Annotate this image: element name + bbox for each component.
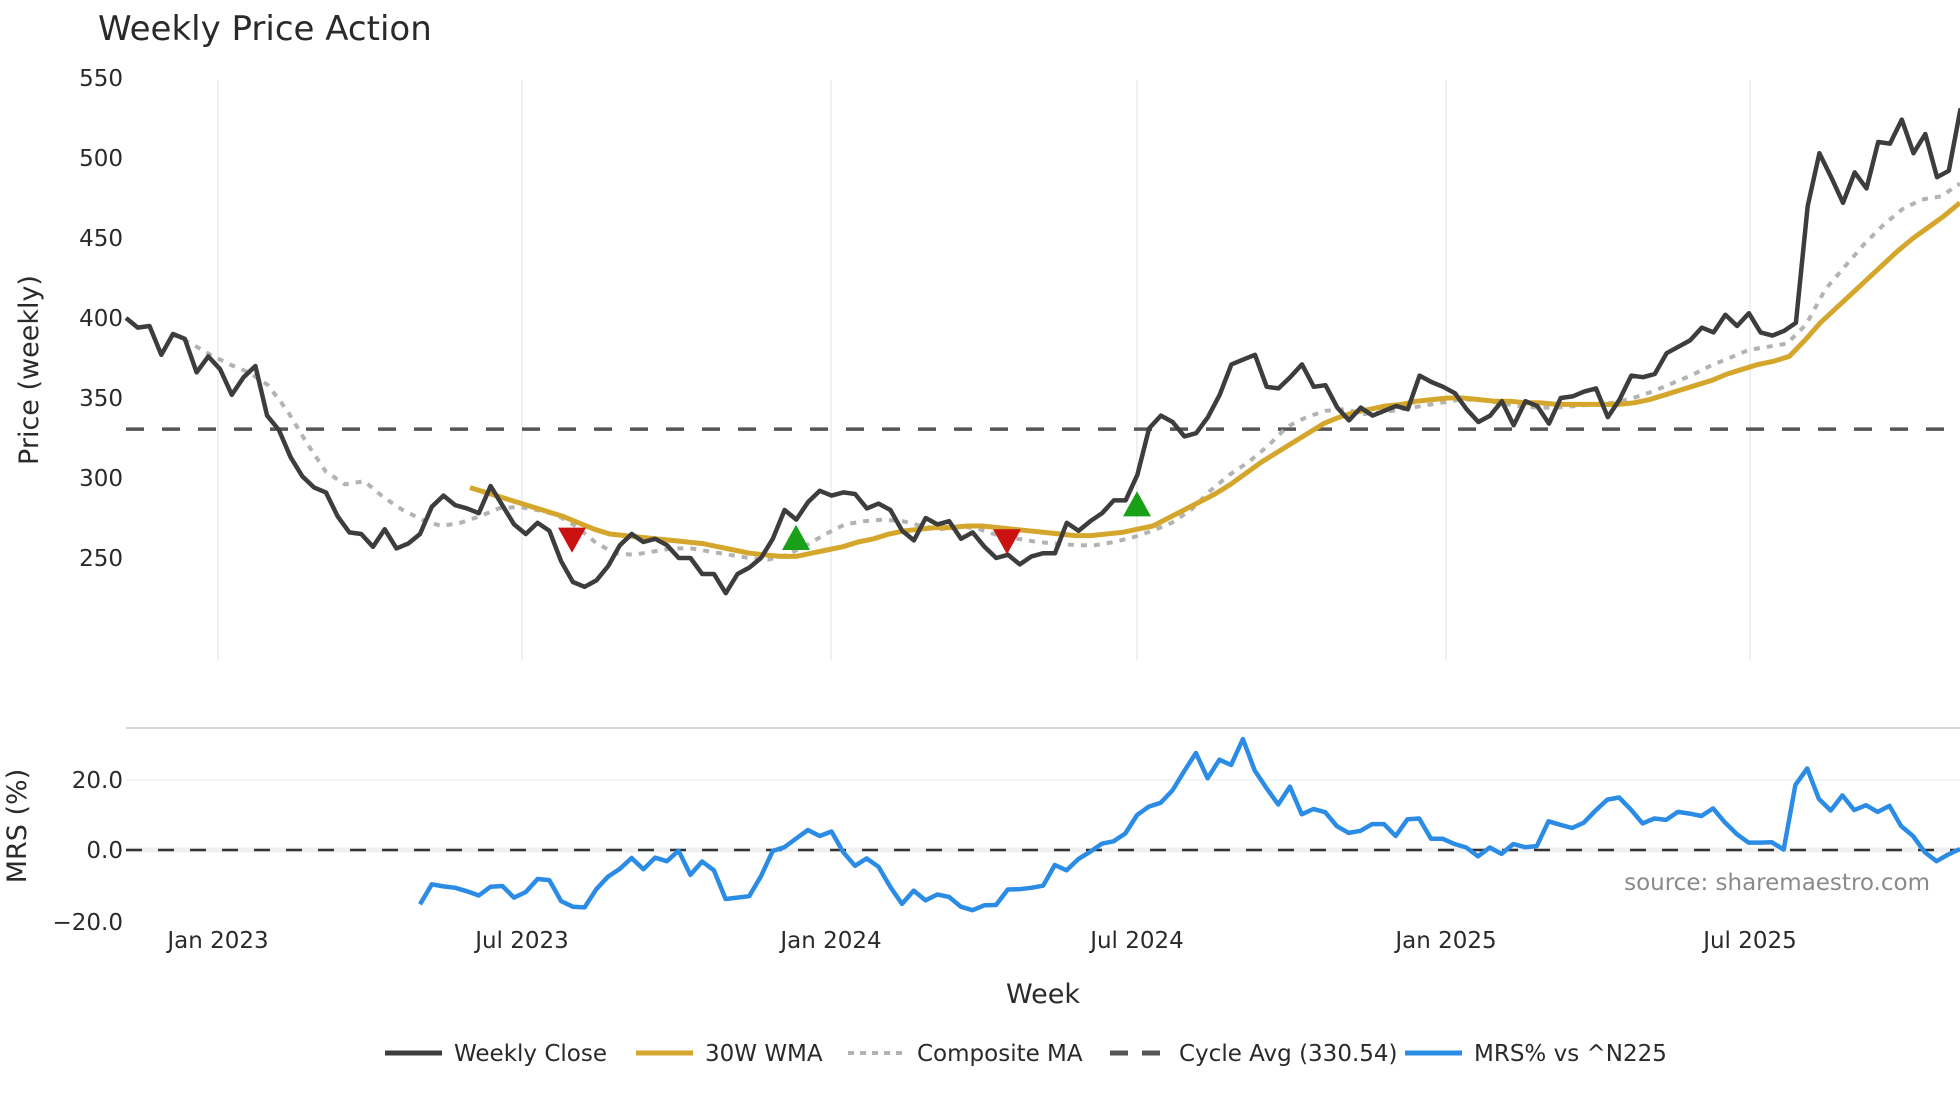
wma-30w-line	[469, 200, 1960, 559]
signal-markers	[558, 491, 1151, 555]
x-tick-label: Jul 2024	[1088, 928, 1184, 954]
chart-title: Weekly Price Action	[98, 9, 432, 49]
mrs-y-ticks: 20.0 0.0 −20.0	[53, 768, 123, 936]
price-y-axis-title: Price (weekly)	[14, 275, 45, 465]
mrs-gridlines	[126, 727, 1960, 853]
price-tick-label: 250	[79, 546, 123, 572]
mrs-tick-neg20: −20.0	[53, 910, 123, 936]
price-y-ticks: 250 300 350 400 450 500 550	[79, 66, 123, 572]
weekly-close-line	[124, 107, 1960, 596]
buy-signal-triangle-up-icon	[1123, 491, 1151, 517]
buy-signal-triangle-up-icon	[782, 524, 810, 550]
composite-ma-line	[171, 181, 1960, 562]
legend-label: Cycle Avg (330.54)	[1179, 1041, 1398, 1067]
price-tick-label: 400	[79, 306, 123, 332]
price-tick-label: 300	[79, 466, 123, 492]
x-tick-label: Jan 2024	[778, 928, 881, 954]
x-tick-label: Jul 2025	[1701, 928, 1797, 954]
mrs-tick-0: 0.0	[86, 838, 123, 864]
sell-signal-triangle-down-icon	[993, 529, 1021, 555]
legend-item: Weekly Close	[385, 1041, 607, 1067]
mrs-tick-20: 20.0	[72, 768, 123, 794]
legend-label: Composite MA	[917, 1041, 1083, 1067]
legend-item: Composite MA	[848, 1041, 1083, 1067]
legend-label: MRS% vs ^N225	[1474, 1041, 1667, 1067]
legend-item: 30W WMA	[636, 1041, 823, 1067]
mrs-line	[418, 736, 1960, 913]
price-tick-label: 550	[79, 66, 123, 92]
legend-item: MRS% vs ^N225	[1405, 1041, 1667, 1067]
x-tick-label: Jul 2023	[473, 928, 569, 954]
price-tick-label: 450	[79, 226, 123, 252]
legend-label: Weekly Close	[454, 1041, 607, 1067]
price-tick-label: 500	[79, 146, 123, 172]
mrs-y-axis-title: MRS (%)	[2, 769, 33, 884]
legend: Weekly Close 30W WMA Composite MA Cycle Avg…	[385, 1041, 1667, 1067]
source-note: source: sharemaestro.com	[1624, 870, 1930, 896]
price-tick-label: 350	[79, 386, 123, 412]
legend-label: 30W WMA	[705, 1041, 823, 1067]
legend-item: Cycle Avg (330.54)	[1110, 1041, 1398, 1067]
x-tick-label: Jan 2023	[165, 928, 268, 954]
x-axis-title: Week	[1006, 979, 1080, 1010]
x-tick-label: Jan 2025	[1393, 928, 1496, 954]
vertical-gridlines-price	[217, 80, 1751, 660]
sell-signal-triangle-down-icon	[558, 527, 586, 553]
x-axis-ticks: Jan 2023 Jul 2023 Jan 2024 Jul 2024 Jan 2025…	[165, 928, 1796, 954]
